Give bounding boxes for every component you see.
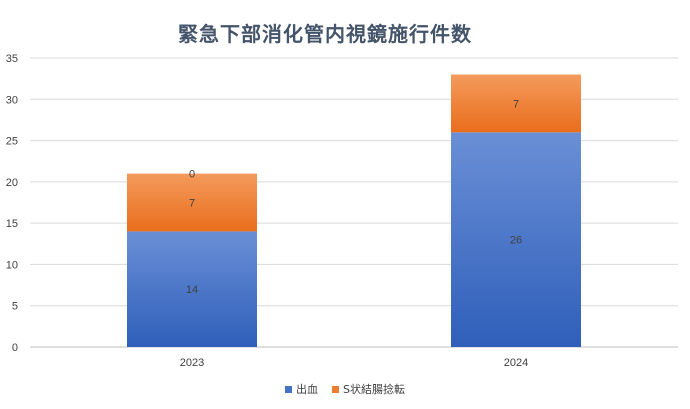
chart-title: 緊急下部消化管内視鏡施行件数	[178, 22, 472, 46]
legend-label-bleeding: 出血	[296, 383, 318, 396]
y-tick-label: 35	[6, 53, 18, 65]
y-tick-label: 5	[12, 301, 18, 313]
legend-swatch-bleeding	[285, 385, 292, 393]
bar-segment-2023-0	[127, 231, 257, 347]
x-tick-label-2023: 2023	[180, 357, 204, 369]
bar-segment-2024-1	[451, 74, 581, 133]
y-tick-label: 25	[6, 136, 18, 148]
legend-item-bleeding: 出血	[285, 381, 318, 397]
data-label-2024-1: 7	[513, 98, 519, 110]
x-tick-label-2024: 2024	[504, 357, 528, 369]
bar-segment-2023-1	[127, 173, 257, 232]
data-label-2023-2: 0	[189, 169, 195, 181]
chart-legend: 出血 S状結腸捻転	[0, 381, 690, 397]
y-tick-label: 10	[6, 259, 18, 271]
y-tick-label: 15	[6, 218, 18, 230]
legend-swatch-volvulus	[332, 385, 339, 393]
legend-item-volvulus: S状結腸捻転	[332, 381, 405, 397]
data-label-2023-1: 7	[189, 198, 195, 210]
data-label-2024-0: 26	[510, 235, 522, 247]
legend-label-volvulus: S状結腸捻転	[343, 383, 405, 396]
bar-segment-2024-0	[451, 132, 581, 347]
y-tick-label: 0	[12, 342, 18, 354]
y-tick-label: 30	[6, 94, 18, 106]
y-tick-label: 20	[6, 177, 18, 189]
data-label-2023-0: 14	[186, 284, 198, 296]
